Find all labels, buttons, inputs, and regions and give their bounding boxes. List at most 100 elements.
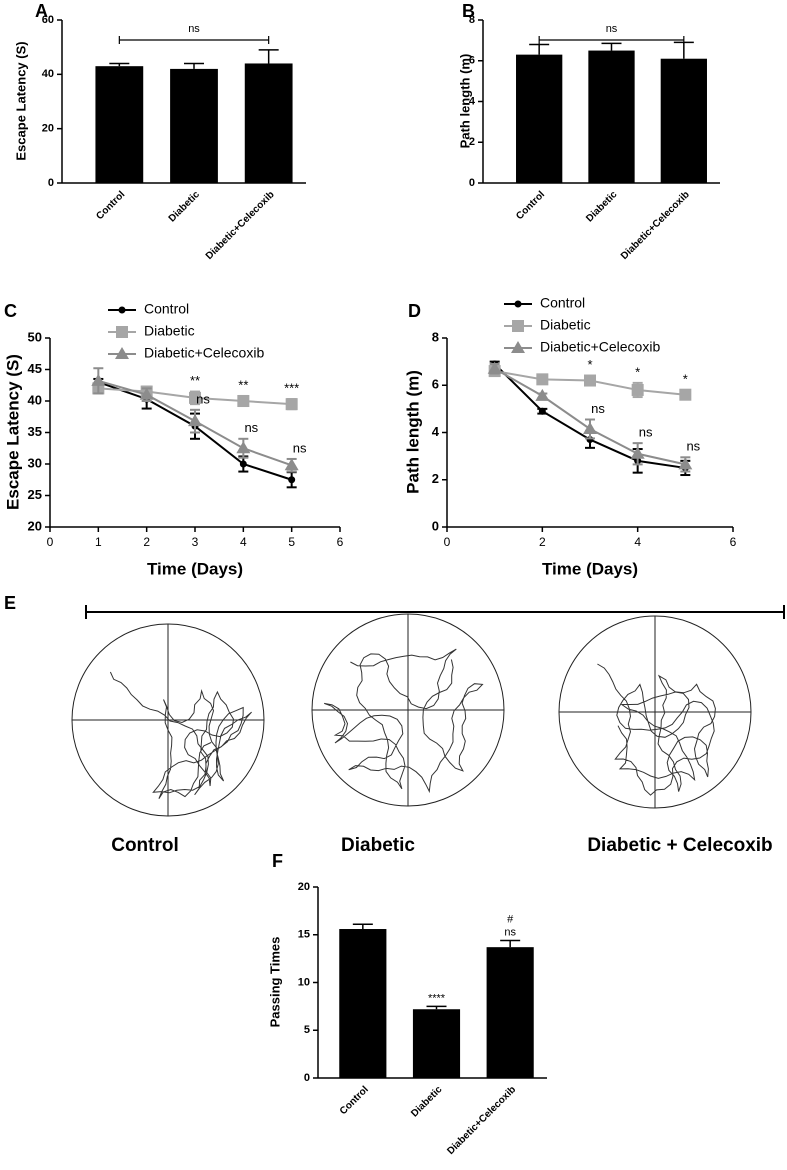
legend-label: Diabetic+Celecoxib [540, 339, 660, 355]
y-tick-label: 5 [304, 1024, 310, 1036]
x-tick-label: 0 [444, 535, 451, 549]
marker [239, 460, 247, 468]
x-axis-label: Time (Days) [542, 559, 638, 578]
bar [486, 947, 534, 1078]
legend-marker [511, 341, 525, 353]
y-tick-label: 15 [298, 929, 310, 941]
marker [284, 458, 299, 471]
legend-marker [116, 326, 128, 338]
bar [660, 58, 707, 183]
y-tick-label: 20 [42, 123, 54, 135]
significance-label: *** [284, 381, 299, 396]
x-tick-label: Diabetic+Celecoxib [204, 189, 277, 262]
marker [679, 388, 692, 401]
swim-path [324, 648, 484, 794]
y-tick-label: 0 [469, 177, 475, 189]
legend-marker [115, 347, 129, 359]
marker [536, 373, 549, 386]
x-tick-label: Diabetic [584, 189, 620, 225]
x-tick-label: 2 [143, 535, 150, 549]
marker [91, 373, 106, 386]
marker [189, 391, 201, 404]
y-tick-label: 45 [28, 361, 42, 376]
marker [139, 387, 154, 400]
y-tick-label: 30 [28, 455, 42, 470]
y-tick-label: 50 [28, 329, 42, 344]
significance-label: ns [686, 439, 700, 454]
y-tick-label: 8 [432, 329, 439, 344]
y-tick-label: 0 [432, 518, 439, 533]
marker [630, 446, 645, 459]
legend-label: Diabetic [144, 323, 195, 339]
bar [516, 54, 563, 184]
x-tick-label: 2 [539, 535, 546, 549]
marker [487, 361, 502, 374]
y-axis-label: Path length (m) [403, 370, 422, 494]
pool-caption: Control [111, 835, 179, 856]
y-tick-label: 0 [48, 177, 54, 189]
swim-path [597, 663, 716, 796]
significance-label: ** [190, 373, 200, 388]
y-tick-label: 35 [28, 424, 42, 439]
marker [538, 407, 546, 415]
marker [237, 395, 250, 407]
bar [412, 1009, 461, 1078]
y-axis-label: Passing Times [267, 937, 282, 1028]
bar [170, 68, 218, 183]
y-tick-label: 60 [42, 14, 54, 26]
panel-letter: B [462, 1, 475, 21]
y-tick-label: 0 [304, 1072, 310, 1084]
x-tick-label: 3 [192, 535, 199, 549]
significance-label: ns [591, 401, 605, 416]
x-tick-label: Control [514, 189, 547, 222]
panel-letter: A [35, 1, 48, 21]
legend-marker [512, 320, 524, 332]
x-tick-label: 1 [95, 535, 102, 549]
y-tick-label: 4 [432, 424, 440, 439]
significance-label: * [635, 364, 640, 379]
y-tick-label: 2 [432, 471, 439, 486]
significance-label: ns [639, 425, 653, 440]
y-tick-label: 40 [28, 392, 42, 407]
legend-label: Control [540, 295, 585, 311]
bar [244, 63, 293, 183]
y-tick-label: 4 [469, 95, 476, 107]
y-tick-label: 25 [28, 487, 42, 502]
y-tick-label: 6 [469, 55, 475, 67]
pool-caption: Diabetic [341, 835, 415, 856]
x-tick-label: 6 [730, 535, 737, 549]
comparison-label: ns [188, 23, 200, 35]
marker [678, 457, 693, 470]
x-tick-label: Diabetic [167, 189, 203, 225]
pool-caption: Diabetic + Celecoxib [587, 835, 772, 856]
marker [285, 398, 298, 411]
y-axis-label: Path length (m) [457, 54, 472, 149]
significance-label: ** [238, 377, 248, 392]
y-axis-label: Escape Latency (S) [13, 41, 28, 160]
significance-label: ns [196, 391, 210, 406]
marker [288, 476, 296, 484]
legend-label: Diabetic+Celecoxib [144, 345, 264, 361]
panel-letter: F [272, 851, 283, 871]
y-tick-label: 40 [42, 68, 54, 80]
significance-label: ns [504, 926, 516, 938]
marker [583, 421, 597, 434]
y-tick-label: 6 [432, 377, 439, 392]
bar [339, 929, 387, 1078]
significance-label: # [507, 913, 514, 925]
swim-path [109, 671, 252, 799]
significance-label: ns [293, 440, 307, 455]
y-tick-label: 20 [28, 518, 42, 533]
x-tick-label: 4 [240, 535, 247, 549]
marker [535, 388, 550, 401]
legend-marker [514, 300, 522, 308]
x-tick-label: Diabetic+Celecoxib [619, 189, 692, 262]
y-tick-label: 8 [469, 14, 475, 26]
marker [188, 414, 202, 427]
x-tick-label: Control [94, 189, 127, 222]
x-tick-label: Diabetic+Celecoxib [445, 1084, 518, 1157]
significance-label: ns [244, 420, 258, 435]
marker [631, 383, 644, 396]
significance-label: * [587, 357, 592, 372]
panel-letter: E [4, 593, 16, 613]
